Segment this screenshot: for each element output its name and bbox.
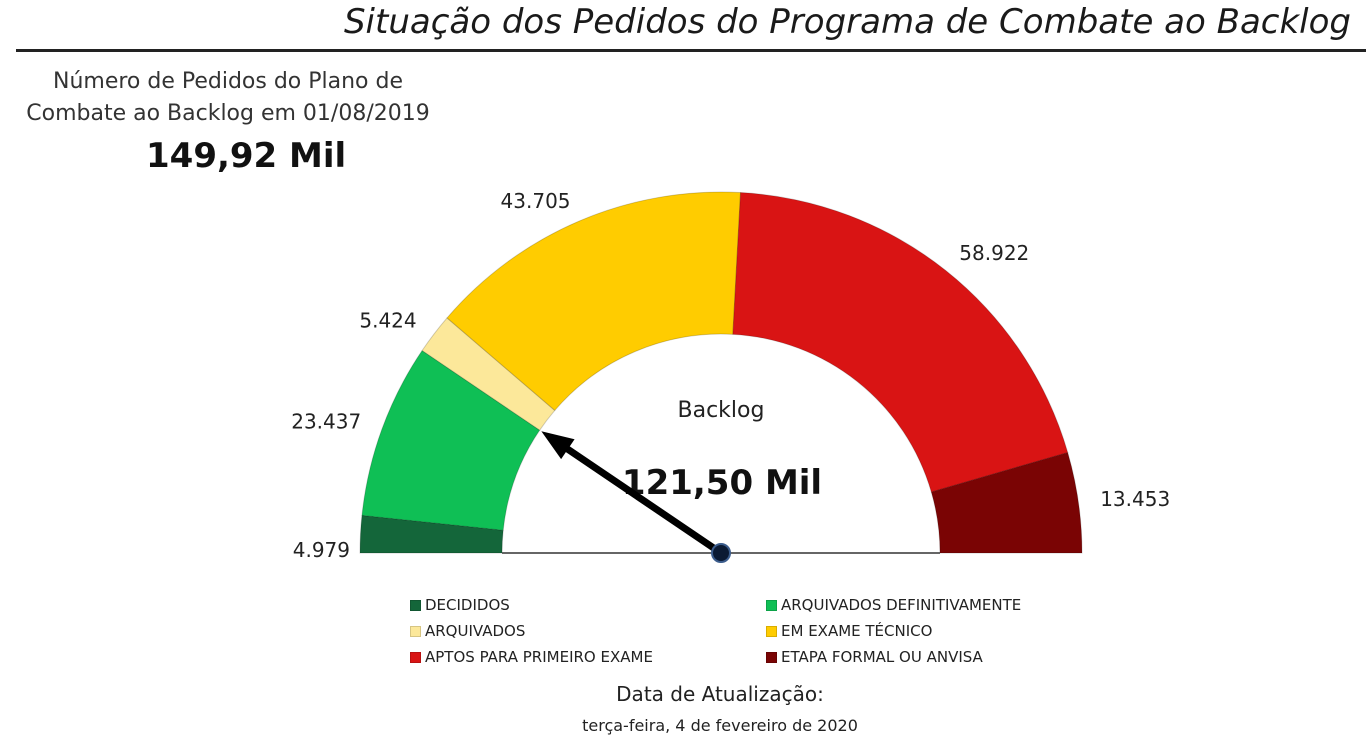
- legend-label: APTOS PARA PRIMEIRO EXAME: [425, 648, 653, 666]
- title-divider: [16, 49, 1366, 52]
- legend-item: EM EXAME TÉCNICO: [766, 622, 932, 640]
- gauge-segment: [732, 192, 1069, 493]
- kpi-label: Número de Pedidos do Plano de Combate ao…: [26, 69, 430, 126]
- legend-swatch: [766, 625, 777, 637]
- legend-label: ARQUIVADOS: [425, 622, 526, 640]
- gauge-value-label: 23.437: [291, 410, 361, 434]
- legend-item: ETAPA FORMAL OU ANVISA: [766, 648, 983, 666]
- gauge-value-label: 43.705: [501, 189, 571, 213]
- legend-item: DECIDIDOS: [410, 596, 510, 614]
- legend-label: DECIDIDOS: [425, 596, 510, 614]
- legend-item: ARQUIVADOS: [410, 622, 525, 640]
- legend-item: ARQUIVADOS DEFINITIVAMENTE: [766, 596, 1021, 614]
- gauge-value-label: 58.922: [959, 241, 1029, 265]
- gauge-needle-head: [541, 431, 575, 460]
- page-title: Situação dos Pedidos do Programa de Comb…: [343, 2, 1351, 42]
- gauge-segment: [446, 191, 742, 412]
- gauge-needle: [541, 431, 731, 563]
- legend-swatch: [766, 651, 777, 663]
- legend-swatch: [410, 599, 421, 611]
- gauge-segment: [361, 349, 541, 531]
- gauge-value-labels: 4.979 23.437 5.424 43.705 58.922 13.453: [291, 189, 1170, 562]
- legend-label: EM EXAME TÉCNICO: [781, 622, 933, 640]
- gauge-segment: [930, 451, 1083, 554]
- gauge-needle-shaft: [560, 442, 717, 552]
- legend-swatch: [410, 625, 421, 637]
- gauge-segments: [359, 191, 1083, 554]
- legend-item: APTOS PARA PRIMEIRO EXAME: [410, 648, 653, 666]
- gauge-value-label: 5.424: [359, 309, 416, 333]
- kpi-value: 149,92 Mil: [146, 136, 347, 176]
- gauge-segment: [359, 514, 504, 554]
- gauge-needle-hub: [711, 543, 731, 563]
- gauge-value-label: 4.979: [293, 538, 350, 562]
- gauge-center-label: Backlog: [678, 398, 765, 423]
- legend-swatch: [410, 651, 421, 663]
- legend-swatch: [766, 599, 777, 611]
- gauge-value-label: 13.453: [1100, 487, 1170, 511]
- update-label: Data de Atualização:: [616, 682, 824, 706]
- gauge-center-value: 121,50 Mil: [622, 463, 822, 503]
- legend-label: ARQUIVADOS DEFINITIVAMENTE: [781, 596, 1022, 614]
- legend-label: ETAPA FORMAL OU ANVISA: [781, 648, 983, 666]
- update-date: terça-feira, 4 de fevereiro de 2020: [582, 716, 858, 735]
